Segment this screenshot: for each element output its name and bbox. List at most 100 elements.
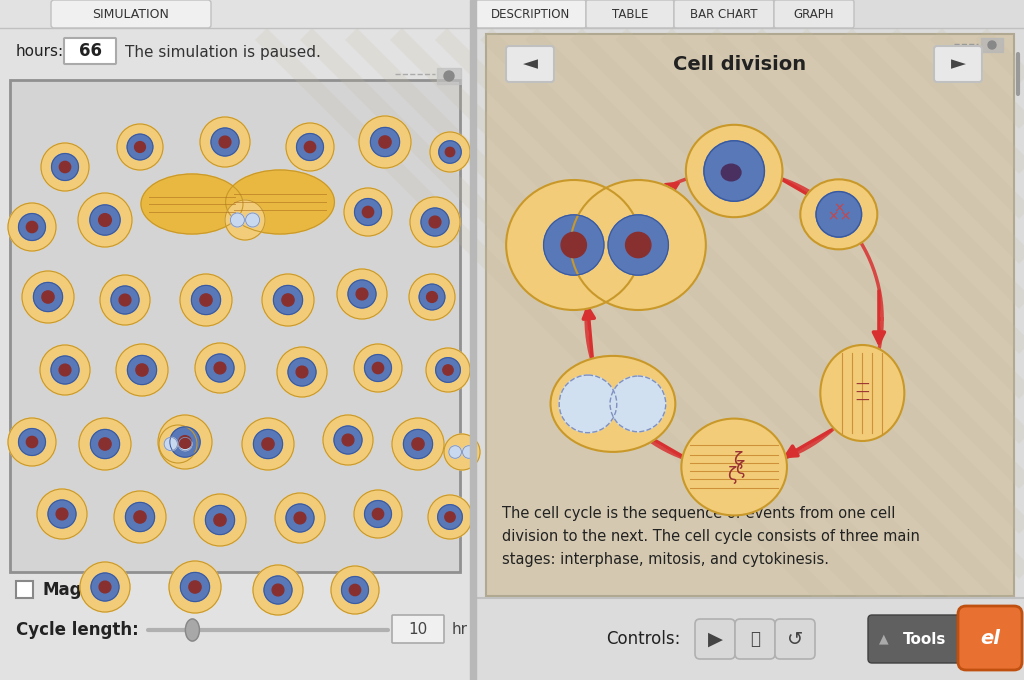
Circle shape [195,343,245,393]
Circle shape [56,508,68,520]
Ellipse shape [686,125,782,217]
FancyBboxPatch shape [774,0,854,28]
Circle shape [99,438,112,450]
Circle shape [214,362,226,374]
FancyBboxPatch shape [63,38,116,64]
Ellipse shape [721,164,741,181]
Ellipse shape [225,170,335,234]
Circle shape [8,418,56,466]
Circle shape [27,437,38,447]
Circle shape [392,418,444,470]
Circle shape [349,584,360,596]
Text: ×: × [840,209,851,224]
Ellipse shape [185,619,200,641]
Circle shape [323,415,373,465]
Text: —: — [855,378,869,392]
Circle shape [242,418,294,470]
Text: BAR CHART: BAR CHART [690,7,758,20]
Text: ×: × [827,209,839,224]
Circle shape [188,581,201,593]
Circle shape [41,143,89,191]
Bar [981,38,1002,52]
Circle shape [365,500,391,528]
Circle shape [80,562,130,612]
Circle shape [22,271,74,323]
Circle shape [445,148,455,156]
Circle shape [180,274,232,326]
Circle shape [34,282,62,311]
Circle shape [134,141,145,152]
FancyBboxPatch shape [775,619,815,659]
Circle shape [444,71,454,81]
FancyBboxPatch shape [735,619,775,659]
Circle shape [354,344,402,392]
Circle shape [430,132,470,172]
Circle shape [42,291,54,303]
Circle shape [200,117,250,167]
Circle shape [419,284,444,310]
Text: —: — [855,386,869,400]
Circle shape [348,280,376,308]
Bar [470,0,476,680]
Ellipse shape [801,180,878,250]
Circle shape [264,576,292,604]
Circle shape [91,573,119,601]
Circle shape [8,203,56,251]
Text: The simulation is paused.: The simulation is paused. [125,44,321,60]
Text: SIMULATION: SIMULATION [92,7,169,20]
Text: ↺: ↺ [786,630,803,649]
Circle shape [136,364,148,376]
Circle shape [403,430,432,458]
Text: ►: ► [950,54,966,73]
Circle shape [354,199,382,226]
Circle shape [99,581,111,593]
Circle shape [626,233,651,258]
Text: Tools: Tools [903,632,946,647]
Circle shape [544,215,604,275]
Circle shape [37,489,87,539]
Circle shape [428,495,472,539]
Circle shape [816,192,861,237]
Circle shape [59,161,71,173]
Circle shape [359,116,411,168]
FancyBboxPatch shape [476,0,586,28]
Bar [476,0,1024,680]
Circle shape [117,124,163,170]
Circle shape [379,136,391,148]
Circle shape [304,141,315,152]
Circle shape [127,134,153,160]
Ellipse shape [570,180,706,310]
Text: 66: 66 [79,42,101,60]
Text: ζ: ζ [735,460,744,478]
Circle shape [214,514,226,526]
Circle shape [225,200,265,240]
Circle shape [334,426,362,454]
Circle shape [297,133,324,160]
Circle shape [48,500,76,528]
Circle shape [200,294,212,306]
Circle shape [288,358,316,386]
Circle shape [362,206,374,218]
Circle shape [79,418,131,470]
Circle shape [90,430,120,458]
Circle shape [230,213,245,227]
Circle shape [246,213,260,227]
Circle shape [114,491,166,543]
Circle shape [27,222,38,233]
FancyBboxPatch shape [506,46,554,82]
Text: ▶: ▶ [708,630,723,649]
Circle shape [373,362,384,373]
Circle shape [427,292,437,303]
Ellipse shape [681,419,787,515]
Bar [476,598,1024,680]
Circle shape [178,436,191,448]
Circle shape [100,275,150,325]
Circle shape [273,286,302,315]
Circle shape [206,354,234,382]
FancyBboxPatch shape [695,619,735,659]
Circle shape [40,345,90,395]
Circle shape [444,434,480,470]
Circle shape [342,577,369,603]
Circle shape [219,136,230,148]
Circle shape [254,430,283,458]
